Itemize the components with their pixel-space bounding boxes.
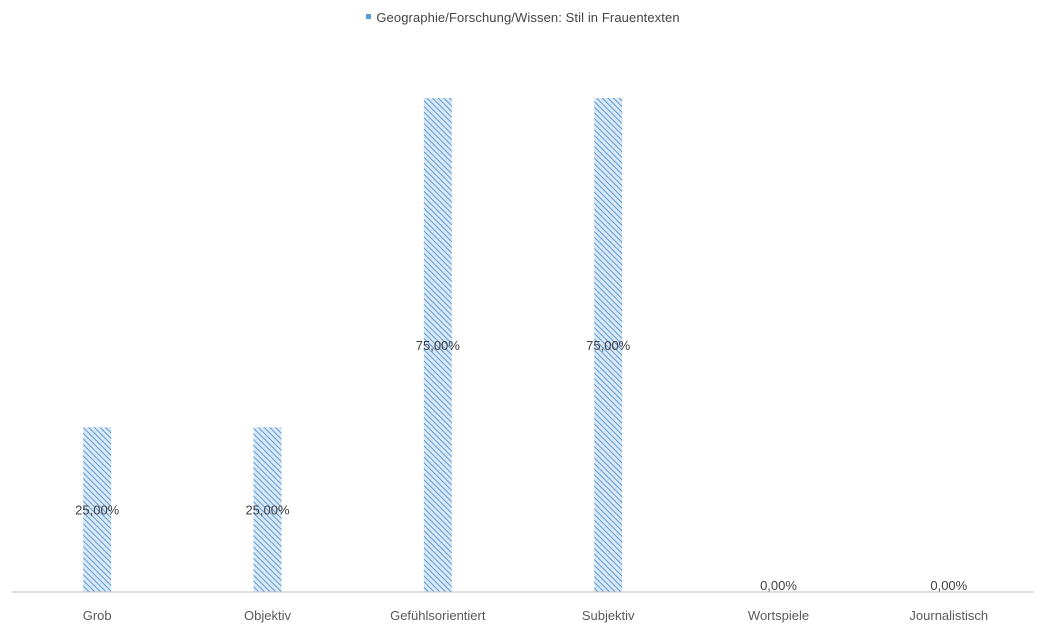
bar: [594, 98, 623, 592]
category-tick-label: Journalistisch: [909, 608, 988, 623]
data-label: 75,00%: [416, 338, 461, 353]
bar: [423, 98, 452, 592]
bar: [83, 427, 112, 592]
bars-group: [83, 98, 623, 592]
chart-legend: Geographie/Forschung/Wissen: Stil in Fra…: [0, 10, 1046, 25]
category-tick-label: Wortspiele: [748, 608, 809, 623]
category-tick-label: Subjektiv: [582, 608, 635, 623]
data-label: 0,00%: [760, 578, 797, 593]
legend-label: Geographie/Forschung/Wissen: Stil in Fra…: [376, 10, 680, 25]
category-tick-label: Gefühlsorientiert: [390, 608, 486, 623]
data-label: 25,00%: [245, 503, 290, 518]
data-label: 25,00%: [75, 503, 120, 518]
data-label: 0,00%: [930, 578, 967, 593]
legend-marker: [366, 14, 372, 20]
data-label: 75,00%: [586, 338, 631, 353]
labels-group: 25,00% Grob 25,00% Objektiv 75,00% Gefühlsori…: [75, 338, 988, 623]
category-tick-label: Objektiv: [244, 608, 291, 623]
bar: [253, 427, 282, 592]
category-tick-label: Grob: [83, 608, 112, 623]
